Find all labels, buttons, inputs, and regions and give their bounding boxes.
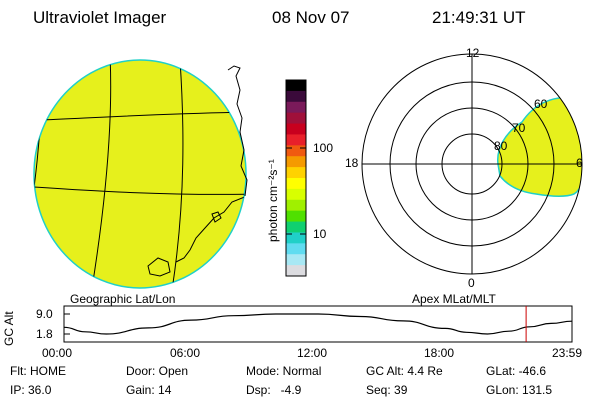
flight-status: Flt: HOME (10, 364, 66, 378)
time-label: 21:49:31 UT (432, 8, 526, 27)
polar-plot (361, 53, 583, 275)
colorbar-segment (286, 221, 306, 233)
polar-panel-caption: Apex MLat/MLT (412, 292, 496, 306)
colorbar-segment (286, 232, 306, 244)
y-tick-9: 9.0 (36, 307, 53, 321)
dsp-status: Dsp: -4.9 (246, 383, 302, 397)
mlat-label-80: 80 (494, 139, 508, 153)
colorbar-frame (285, 79, 307, 277)
geo-panel-caption: Geographic Lat/Lon (70, 292, 176, 306)
gc-alt-status: GC Alt: 4.4 Re (366, 364, 443, 378)
colorbar-segment (286, 134, 306, 146)
coastline (227, 65, 248, 197)
mlt-label-12: 12 (466, 46, 480, 60)
meridian-line (91, 60, 112, 288)
coastline (175, 195, 246, 263)
x-tick-0000: 00:00 (42, 346, 73, 360)
colorbar-ticks (286, 147, 306, 235)
geo-imager-disk (33, 59, 247, 289)
colorbar-segment (286, 265, 306, 277)
x-tick-1800: 18:00 (424, 346, 455, 360)
colorbar-segment (286, 167, 306, 179)
mlat-label-60: 60 (534, 97, 548, 111)
colorbar-segment (286, 145, 306, 157)
orbit-altitude-line (63, 313, 573, 335)
colorbar-segment (286, 254, 306, 266)
y-tick-1-8: 1.8 (36, 327, 53, 341)
mlt-label-6: 6 (576, 156, 583, 170)
coastline (147, 257, 171, 277)
colorbar-segment (286, 243, 306, 255)
mlt-label-18: 18 (345, 156, 359, 170)
colorbar-segment (286, 210, 306, 223)
colorbar (285, 79, 307, 277)
colorbar-segment (286, 178, 306, 190)
timeline-y-axis-label: GC Alt (2, 311, 16, 346)
colorbar-segment (286, 90, 306, 103)
colorbar-segment (286, 123, 306, 135)
x-tick-1200: 12:00 (297, 346, 328, 360)
gain-status: Gain: 14 (126, 383, 172, 397)
parallel-line (34, 185, 246, 195)
date-label: 08 Nov 07 (272, 8, 350, 27)
auroral-emission-region (497, 96, 582, 198)
x-tick-2359: 23:59 (552, 346, 583, 360)
instrument-title: Ultraviolet Imager (33, 8, 167, 27)
colorbar-tick-100: 100 (313, 141, 334, 155)
door-status: Door: Open (126, 364, 189, 378)
colorbar-tick-10: 10 (313, 227, 327, 241)
colorbar-segment (286, 80, 306, 92)
colorbar-unit-label: photon cm⁻²s⁻¹ (266, 159, 280, 242)
mlt-label-0: 0 (468, 276, 475, 290)
mlat-label-70: 70 (512, 121, 526, 135)
coastline (211, 211, 222, 223)
glon-status: GLon: 131.5 (486, 383, 553, 397)
mode-status: Mode: Normal (246, 364, 322, 378)
meridian-line (171, 60, 184, 288)
ip-status: IP: 36.0 (10, 383, 52, 397)
sequence-status: Seq: 39 (366, 383, 408, 397)
colorbar-segment (286, 156, 306, 168)
colorbar-segment (286, 199, 306, 212)
timeline-panel (63, 305, 573, 343)
glat-status: GLat: -46.6 (486, 364, 547, 378)
parallel-line (39, 111, 246, 121)
colorbar-segment (286, 188, 306, 201)
colorbar-segment (286, 112, 306, 125)
x-tick-0600: 06:00 (170, 346, 201, 360)
colorbar-segment (286, 101, 306, 114)
geo-map (33, 59, 248, 289)
